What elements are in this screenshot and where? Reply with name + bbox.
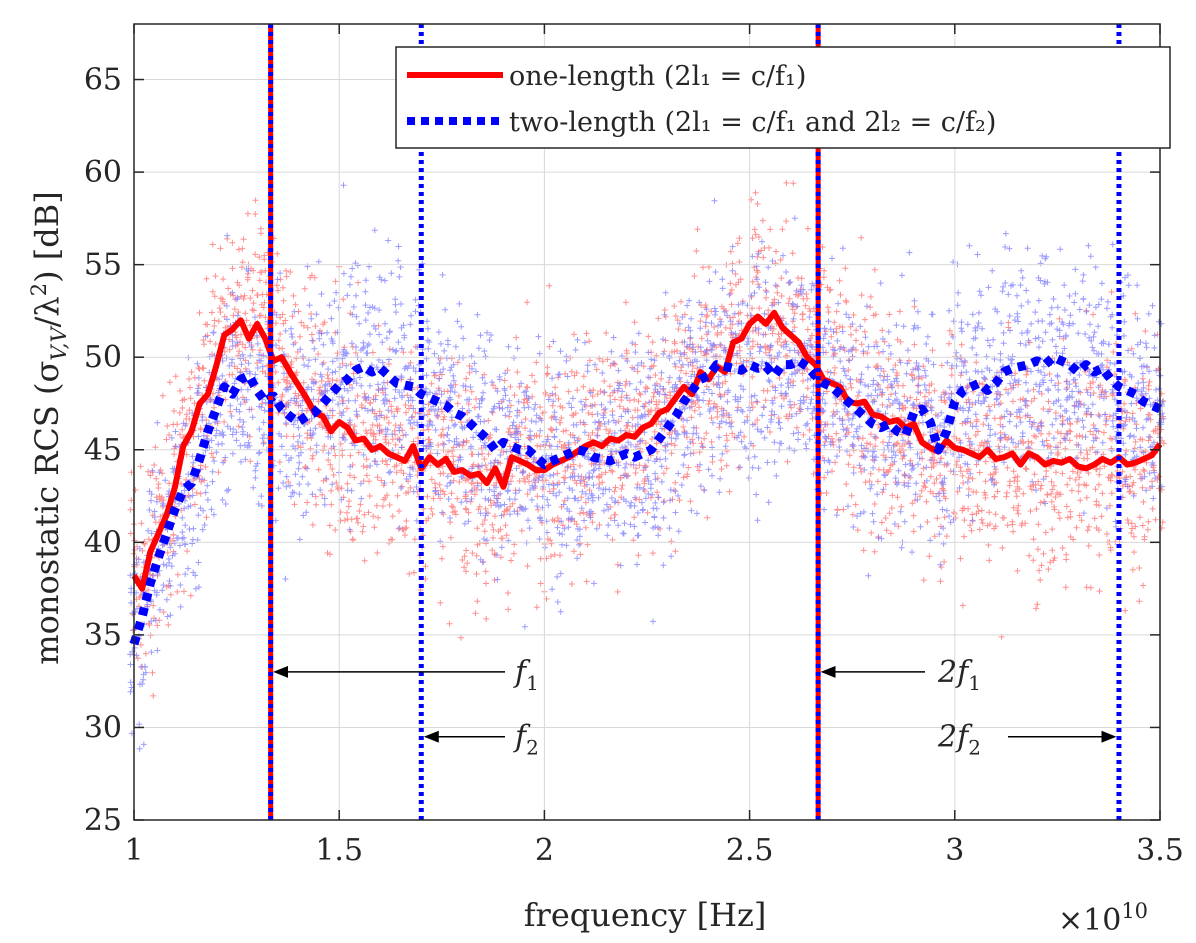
annotation-sub-2: 1: [968, 671, 981, 695]
annotation-sub-3: 2: [968, 736, 981, 760]
annotation-label-2: 2f1: [937, 655, 981, 695]
y-tick-label-4: 45: [84, 433, 122, 468]
series-line-two-length: [129, 352, 1162, 646]
annotation-sub-0: 1: [526, 671, 539, 695]
x-exponent-power: 10: [1121, 899, 1148, 923]
y-label-mid: /λ: [28, 296, 66, 327]
annotation-label-1: f2: [513, 720, 539, 760]
x-tick-label-0: 1: [124, 833, 143, 868]
x-tick-label-2: 2: [535, 833, 554, 868]
series-line-one-length: [131, 309, 1163, 592]
x-exponent-base: ×10: [1058, 903, 1121, 938]
x-tick-label-5: 3.5: [1136, 833, 1184, 868]
y-tick-label-6: 55: [84, 248, 122, 283]
annotation-label-3: 2f2: [937, 720, 981, 760]
annotation-main-3: 2f: [937, 720, 973, 755]
y-label-sup: 2: [27, 283, 51, 296]
scatter-layer: [127, 179, 1167, 752]
series-layer: [129, 309, 1163, 646]
y-tick-label-5: 50: [84, 340, 122, 375]
legend-label-one-length: one-length (2l₁ = c/f₁): [509, 61, 806, 92]
plot-frame: [133, 23, 1161, 821]
x-tick-label-3: 2.5: [726, 833, 774, 868]
legend-label-two-length: two-length (2l₁ = c/f₁ and 2l₂ = c/f₂): [509, 107, 996, 138]
x-tick-label-1: 1.5: [315, 833, 363, 868]
y-tick-label-7: 60: [84, 155, 122, 190]
y-tick-label-0: 25: [84, 803, 122, 838]
x-exponent-label: ×1010: [1058, 899, 1148, 938]
y-label-end: ) [dB]: [28, 191, 66, 283]
x-tick-label-4: 3: [945, 833, 964, 868]
y-label-main: monostatic RCS (σ: [28, 361, 66, 665]
legend-box: [395, 46, 1171, 149]
x-axis-label: frequency [Hz]: [524, 896, 767, 934]
y-tick-label-8: 65: [84, 63, 122, 98]
legend: one-length (2l₁ = c/f₁) two-length (2l₁ …: [395, 46, 1171, 149]
y-tick-label-3: 40: [84, 525, 122, 560]
annotation-main-2: 2f: [937, 655, 973, 690]
y-axis-label: monostatic RCS (σV,V/λ2) [dB]: [27, 191, 71, 664]
marker-layer: [268, 24, 1122, 820]
annotation-sub-1: 2: [526, 736, 539, 760]
y-tick-label-1: 30: [84, 710, 122, 745]
y-tick-label-2: 35: [84, 618, 122, 653]
annotation-label-0: f1: [513, 655, 539, 695]
y-label-sub: V,V: [47, 326, 71, 361]
tick-layer: 1 1.5 2 2.5 3 3.5 25 30 35 40 45 50 55 60 65: [84, 24, 1184, 868]
